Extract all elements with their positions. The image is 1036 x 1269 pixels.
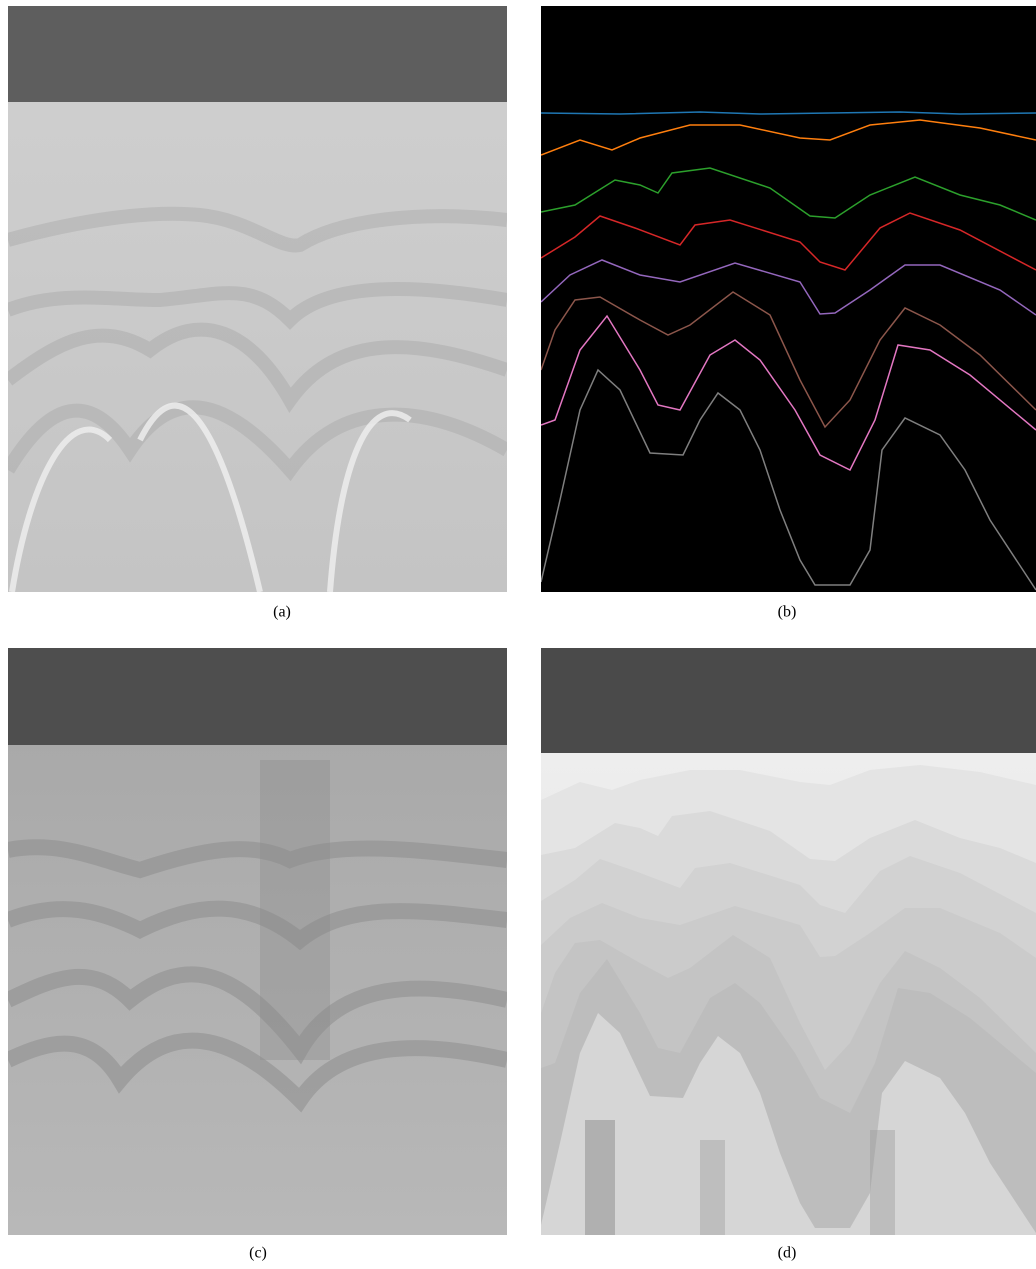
- panel-b-image: [541, 6, 1036, 592]
- caption: (b): [778, 604, 797, 621]
- caption: (d): [778, 1245, 797, 1262]
- caption: (a): [273, 604, 291, 621]
- panel-a-image: [8, 6, 507, 592]
- panel-d-image: [541, 648, 1036, 1235]
- panel-c-image: [8, 648, 507, 1235]
- caption: (c): [249, 1245, 267, 1262]
